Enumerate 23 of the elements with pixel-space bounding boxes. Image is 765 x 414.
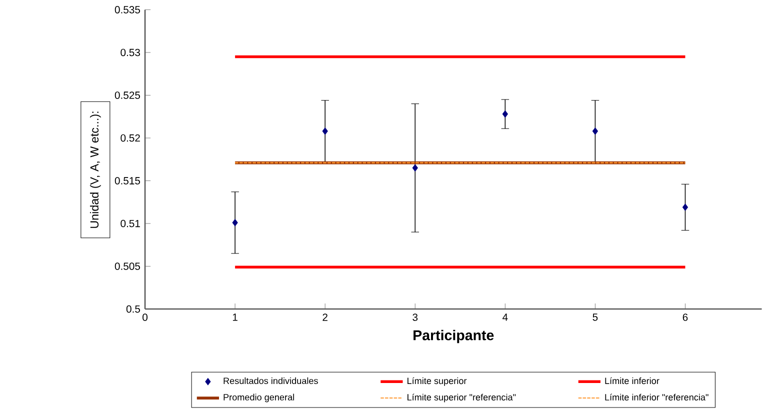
legend-label: Resultados individuales — [224, 377, 318, 384]
y-tick-label: 0.535 — [114, 6, 140, 14]
y-tick-label: 0.5 — [126, 305, 140, 313]
legend-label: Límite superior — [408, 377, 467, 386]
x-axis-title: Participante — [414, 330, 494, 344]
x-tick-label: 0 — [142, 314, 148, 321]
y-tick-label: 0.53 — [120, 48, 140, 56]
y-tick-label: 0.515 — [114, 177, 140, 184]
x-tick-label: 3 — [412, 314, 418, 321]
x-tick-label: 4 — [502, 314, 508, 321]
x-tick-label: 1 — [232, 314, 238, 321]
y-axis-title: Unidad (V, A, W etc...): — [90, 112, 101, 228]
y-tick-label: 0.505 — [114, 262, 140, 270]
legend-label: Límite inferior "referencia" — [605, 394, 708, 400]
y-tick-label: 0.52 — [120, 134, 140, 142]
y-tick-label: 0.525 — [114, 92, 140, 99]
legend-label: Límite inferior — [605, 377, 660, 384]
x-tick-label: 2 — [322, 314, 328, 321]
x-tick-label: 6 — [682, 314, 688, 321]
legend-label: Límite superior "referencia" — [408, 394, 516, 402]
y-tick-label: 0.51 — [120, 220, 140, 228]
x-tick-label: 5 — [592, 314, 598, 321]
legend-label: Promedio general — [224, 394, 294, 402]
